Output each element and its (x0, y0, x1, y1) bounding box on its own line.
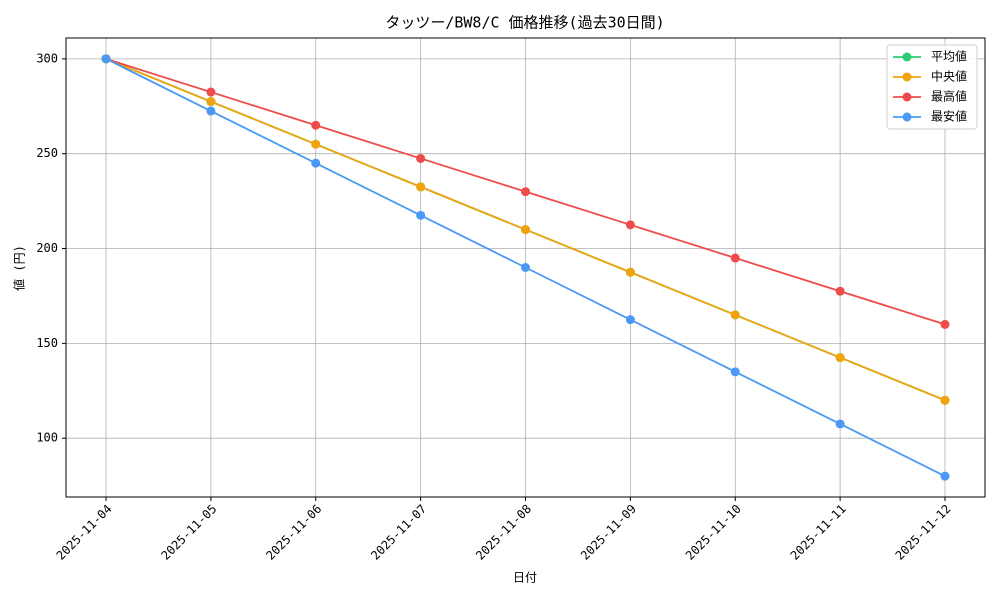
data-point (416, 182, 426, 192)
data-point (521, 187, 530, 197)
legend-marker (902, 52, 912, 62)
legend-label: 最高値 (931, 89, 967, 104)
data-point (311, 120, 321, 130)
legend-marker (902, 92, 912, 102)
legend-box (886, 44, 978, 130)
data-point (206, 106, 216, 116)
legend-label: 最安値 (931, 109, 967, 124)
plot-frame (65, 37, 986, 498)
data-point (311, 158, 321, 168)
data-point (730, 253, 740, 263)
chart-title: タッツー/BW8/C 価格推移(過去30日間) (385, 14, 664, 32)
data-point (416, 153, 426, 163)
data-point (206, 97, 216, 107)
data-point (521, 225, 530, 235)
legend-label: 中央値 (931, 69, 967, 84)
data-point (625, 220, 635, 230)
y-tick-label: 300 (36, 51, 58, 65)
data-point (625, 315, 635, 325)
data-point (730, 310, 740, 320)
data-point (625, 267, 635, 277)
data-point (835, 286, 845, 296)
data-point (940, 395, 950, 405)
y-axis-label: 値 (円) (12, 245, 27, 291)
y-tick-label: 150 (36, 336, 58, 350)
y-tick-label: 200 (36, 241, 58, 255)
y-tick-label: 100 (36, 431, 58, 445)
data-point (730, 367, 740, 377)
data-point (940, 471, 950, 481)
data-point (311, 139, 321, 149)
data-point (521, 263, 530, 272)
data-point (206, 87, 216, 97)
legend-marker (902, 72, 912, 82)
data-point (101, 54, 111, 64)
y-tick-label: 250 (36, 146, 58, 160)
x-axis-label: 日付 (513, 571, 537, 585)
data-point (835, 419, 845, 429)
legend-label: 平均値 (931, 49, 967, 64)
data-point (835, 353, 845, 363)
data-point (416, 210, 426, 220)
data-point (940, 319, 950, 329)
legend-marker (902, 112, 912, 122)
